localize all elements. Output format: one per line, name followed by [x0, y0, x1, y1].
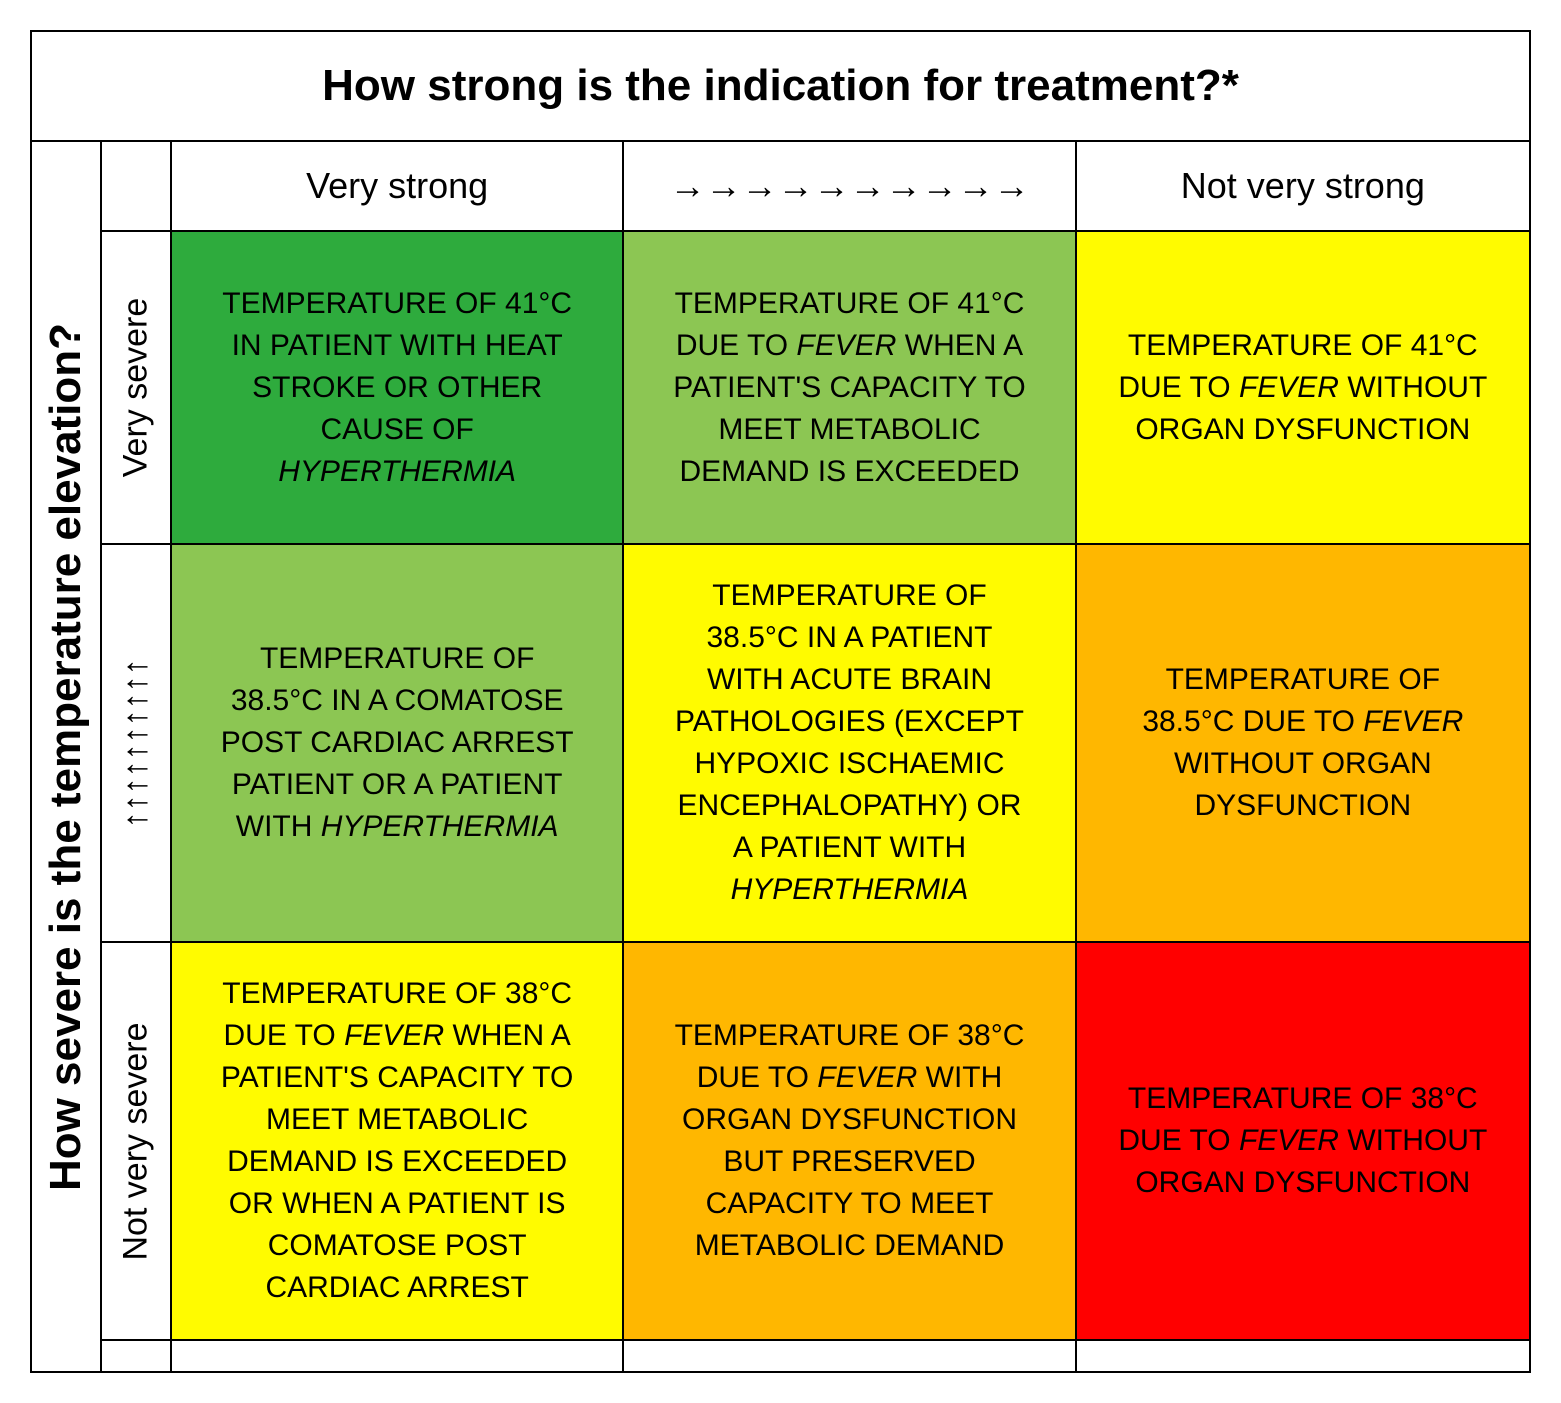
footer-blank-1 [172, 1341, 624, 1371]
top-header: How strong is the indication for treatme… [32, 32, 1529, 142]
row-label-2-text: Not very severe [117, 1022, 156, 1260]
row-label-arrows: ↑↑↑↑↑↑↑↑↑↑ [117, 658, 156, 828]
cell-0-1: Temperature of 41°C due to fever when a … [624, 232, 1076, 545]
cell-2-2: Temperature of 38°C due to fever without… [1077, 943, 1529, 1341]
row-label-0-text: Very severe [117, 298, 156, 478]
cell-2-0: Temperature of 38°C due to fever when a … [172, 943, 624, 1341]
cell-2-1: Temperature of 38°C due to fever with or… [624, 943, 1076, 1341]
corner-blank [102, 142, 172, 230]
col-header-0: Very strong [172, 142, 624, 230]
footer-blank-2 [624, 1341, 1076, 1371]
row-label-0: Very severe [102, 232, 172, 545]
cell-1-1: Temperature of 38.5°C in a patient with … [624, 545, 1076, 943]
col-header-2: Not very strong [1077, 142, 1529, 230]
cell-1-2: Temperature of 38.5°C due to fever witho… [1077, 545, 1529, 943]
cell-0-2: Temperature of 41°C due to fever without… [1077, 232, 1529, 545]
cell-0-0: Temperature of 41°C in patient with heat… [172, 232, 624, 545]
left-header-text: How severe is the temperature elevation? [41, 322, 91, 1190]
footer-blank-3 [1077, 1341, 1529, 1371]
footer-blank-0 [102, 1341, 172, 1371]
col-header-1: →→→→→→→→→→ [624, 142, 1076, 230]
left-header: How severe is the temperature elevation? [32, 142, 102, 1371]
cell-1-0: Temperature of 38.5°C in a comatose post… [172, 545, 624, 943]
row-label-1: ↑↑↑↑↑↑↑↑↑↑ [102, 545, 172, 943]
row-label-2: Not very severe [102, 943, 172, 1341]
col-header-arrows: →→→→→→→→→→ [669, 165, 1029, 207]
